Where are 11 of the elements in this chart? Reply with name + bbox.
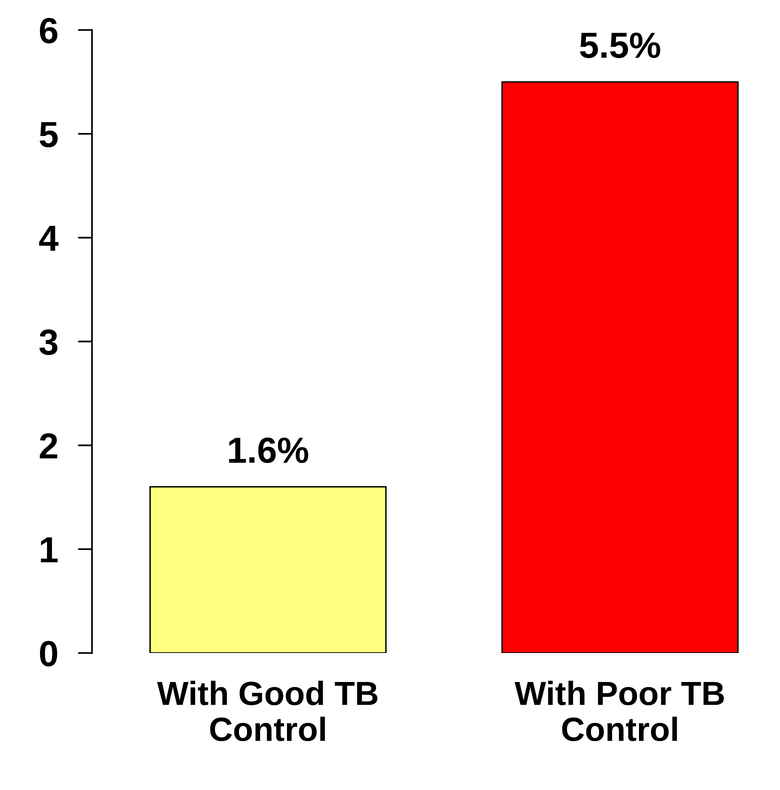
y-tick-label: 3: [39, 329, 58, 355]
y-tick-label: 1: [40, 537, 58, 562]
y-tick-label: 2: [40, 433, 58, 458]
y-tick-label: 0: [40, 640, 58, 666]
y-tick-label: 4: [39, 226, 58, 251]
x-tick-label: With Good TB Control: [157, 680, 378, 742]
y-tick-label: 5: [40, 122, 58, 148]
y-tick-label: 6: [40, 18, 58, 44]
x-tick-label: With Poor TB Control: [514, 680, 724, 742]
data-label: 1.6%: [229, 437, 308, 464]
data-label: 5.5%: [580, 32, 660, 58]
